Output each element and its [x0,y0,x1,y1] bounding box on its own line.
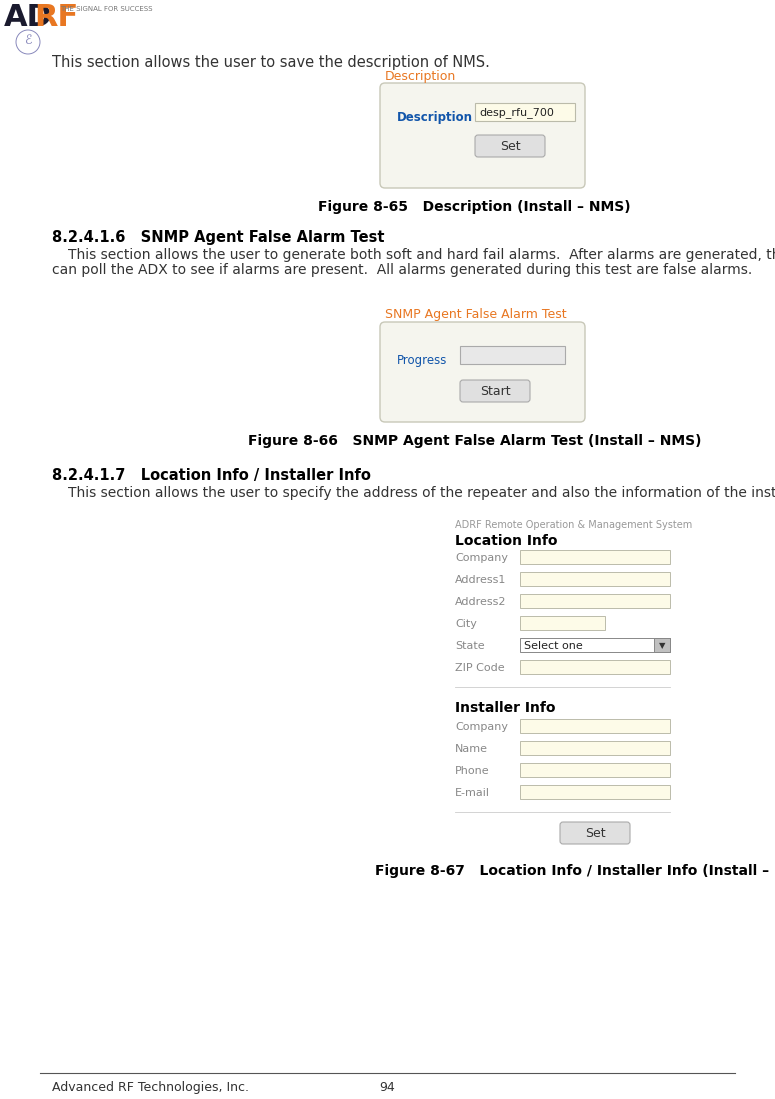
FancyBboxPatch shape [380,84,585,188]
Bar [520,617,605,630]
Bar [520,763,670,777]
Text: RF: RF [34,3,78,32]
Text: E-mail: E-mail [455,788,490,798]
Text: 8.2.4.1.6   SNMP Agent False Alarm Test: 8.2.4.1.6 SNMP Agent False Alarm Test [52,230,384,245]
Text: Description: Description [397,111,473,124]
Text: Phone: Phone [455,766,490,776]
Text: desp_rfu_700: desp_rfu_700 [479,107,554,118]
Text: Address2: Address2 [455,597,507,607]
Text: Figure 8-67   Location Info / Installer Info (Install – NMS): Figure 8-67 Location Info / Installer In… [374,864,775,878]
Text: Company: Company [455,722,508,732]
Bar [520,639,670,652]
Bar [520,550,670,564]
Text: THE SIGNAL FOR SUCCESS: THE SIGNAL FOR SUCCESS [60,5,153,12]
Text: SNMP Agent False Alarm Test: SNMP Agent False Alarm Test [385,308,567,321]
Bar [520,660,670,674]
FancyBboxPatch shape [560,822,630,844]
Bar [520,571,670,586]
Bar [520,785,670,799]
Text: ZIP Code: ZIP Code [455,663,505,673]
Text: Company: Company [455,553,508,563]
Text: This section allows the user to save the description of NMS.: This section allows the user to save the… [52,55,490,70]
Text: Installer Info: Installer Info [455,701,556,715]
Text: This section allows the user to specify the address of the repeater and also the: This section allows the user to specify … [68,486,775,500]
Text: Address1: Address1 [455,575,506,585]
Text: State: State [455,641,484,651]
Text: This section allows the user to generate both soft and hard fail alarms.  After : This section allows the user to generate… [68,248,775,262]
Bar [654,639,670,652]
Bar [520,593,670,608]
Bar [520,741,670,755]
Text: 8.2.4.1.7   Location Info / Installer Info: 8.2.4.1.7 Location Info / Installer Info [52,468,371,482]
Text: Progress: Progress [397,354,447,367]
Text: Name: Name [455,744,488,754]
Text: ADRF Remote Operation & Management System: ADRF Remote Operation & Management Syste… [455,520,692,530]
FancyBboxPatch shape [475,135,545,157]
Text: Start: Start [480,385,510,398]
Text: Set: Set [500,140,520,153]
Text: Select one: Select one [524,641,583,651]
Text: 94: 94 [379,1081,395,1094]
FancyBboxPatch shape [380,322,585,422]
Bar [475,103,575,121]
Text: Description: Description [385,70,456,84]
Text: Set: Set [584,828,605,840]
Text: City: City [455,619,477,629]
Text: can poll the ADX to see if alarms are present.  All alarms generated during this: can poll the ADX to see if alarms are pr… [52,263,753,277]
Text: Figure 8-65   Description (Install – NMS): Figure 8-65 Description (Install – NMS) [319,200,631,214]
Bar [520,719,670,733]
Bar [460,346,565,364]
Text: Location Info: Location Info [455,534,557,548]
FancyBboxPatch shape [460,380,530,402]
Text: Figure 8-66   SNMP Agent False Alarm Test (Install – NMS): Figure 8-66 SNMP Agent False Alarm Test … [248,434,701,448]
Text: Advanced RF Technologies, Inc.: Advanced RF Technologies, Inc. [52,1081,249,1094]
Text: AD: AD [4,3,53,32]
Text: ℰ: ℰ [24,34,32,47]
Text: ▼: ▼ [659,641,665,650]
